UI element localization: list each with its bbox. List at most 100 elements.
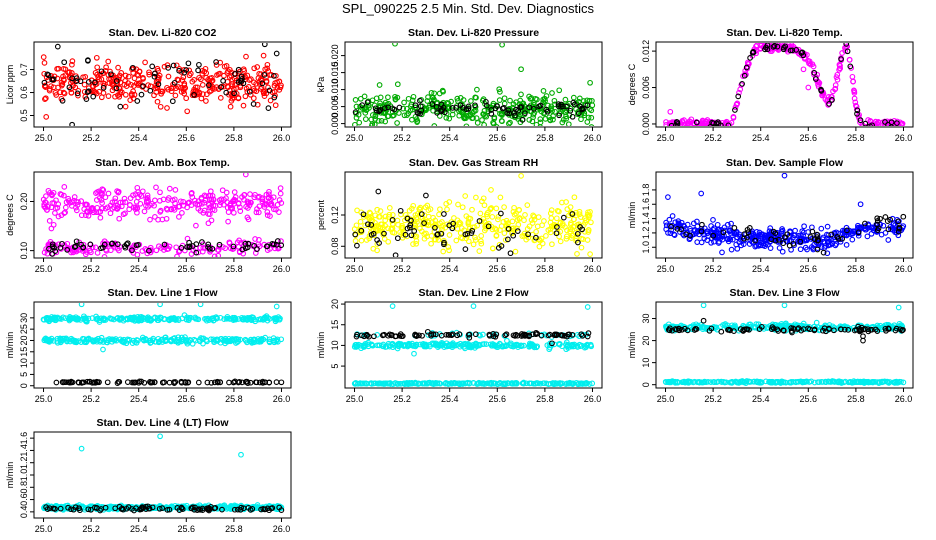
data-point: [69, 58, 76, 64]
x-tick-label: 25.8: [225, 133, 243, 143]
data-point: [185, 338, 192, 345]
data-point: [900, 213, 907, 220]
y-tick-label: 0.000: [641, 113, 651, 136]
data-point: [115, 189, 122, 196]
y-tick-label: 1.2: [19, 456, 29, 469]
data-point: [421, 231, 428, 237]
data-point: [666, 216, 673, 223]
panel-title: Stan. Dev. Li-820 Pressure: [408, 27, 539, 39]
y-tick-label: 10: [641, 358, 651, 368]
data-point: [206, 211, 213, 218]
data-point: [454, 341, 461, 348]
data-point: [123, 241, 130, 248]
data-point: [854, 378, 861, 385]
data-point: [849, 236, 856, 243]
data-point: [223, 338, 230, 344]
data-point: [806, 60, 812, 67]
data-point: [379, 380, 386, 387]
data-point: [179, 210, 185, 216]
series-1: [663, 43, 906, 132]
data-point: [874, 328, 881, 334]
data-point: [576, 95, 583, 102]
data-point: [869, 127, 874, 132]
data-point: [561, 333, 568, 339]
data-point: [585, 330, 592, 336]
data-point: [839, 50, 845, 56]
data-point: [161, 241, 168, 248]
data-point: [438, 101, 445, 108]
data-point: [446, 247, 452, 254]
data-point: [97, 338, 103, 345]
data-point: [246, 338, 253, 345]
data-point: [214, 247, 221, 253]
data-point: [744, 63, 751, 70]
x-tick-label: 25.0: [657, 394, 675, 404]
data-point: [885, 226, 892, 233]
x-tick-label: 26.0: [895, 133, 913, 143]
data-point: [512, 333, 518, 339]
data-point: [73, 207, 80, 214]
data-point: [498, 210, 504, 217]
data-point: [805, 84, 812, 91]
data-point: [543, 106, 550, 113]
data-point: [533, 234, 539, 241]
data-point: [767, 379, 773, 386]
data-point: [131, 314, 138, 321]
data-point: [826, 101, 832, 107]
data-point: [503, 331, 510, 338]
data-point: [203, 91, 210, 98]
data-point: [117, 315, 124, 322]
data-point: [357, 218, 364, 225]
data-point: [569, 211, 576, 217]
y-tick-label: 15: [330, 320, 340, 330]
x-tick-label: 25.2: [82, 133, 100, 143]
y-tick-label: 0.10: [19, 242, 29, 260]
y-tick-label: 0.08: [330, 238, 340, 256]
data-point: [272, 102, 279, 109]
data-point: [191, 77, 197, 83]
data-point: [669, 213, 676, 219]
data-point: [262, 379, 269, 386]
data-point: [382, 213, 389, 220]
data-point: [138, 91, 145, 98]
data-point: [464, 230, 471, 237]
data-point: [116, 215, 123, 222]
data-point: [196, 61, 202, 68]
data-point: [237, 204, 243, 211]
data-point: [266, 191, 272, 198]
data-point: [197, 76, 204, 83]
data-point: [728, 246, 735, 253]
data-point: [235, 95, 242, 102]
data-point: [273, 303, 280, 310]
x-tick-label: 25.0: [35, 264, 53, 274]
data-point: [798, 50, 805, 56]
data-point: [720, 229, 727, 236]
data-point: [48, 225, 55, 232]
data-point: [361, 93, 368, 100]
data-point: [276, 78, 283, 85]
data-point: [74, 90, 81, 97]
data-point: [830, 88, 836, 95]
data-point: [432, 224, 438, 231]
data-point: [230, 209, 237, 216]
x-tick-label: 25.6: [800, 133, 818, 143]
data-point: [888, 119, 895, 126]
data-point: [573, 209, 579, 216]
x-tick-label: 25.8: [847, 133, 865, 143]
data-point: [428, 331, 435, 337]
data-point: [97, 214, 104, 221]
data-point: [83, 96, 90, 102]
data-point: [389, 217, 396, 223]
data-point: [221, 72, 227, 79]
data-point: [834, 76, 841, 83]
data-point: [172, 92, 179, 99]
data-point: [769, 379, 776, 386]
data-point: [584, 304, 591, 310]
y-tick-label: 0.7: [19, 63, 29, 76]
data-point: [425, 332, 432, 338]
data-point: [271, 73, 277, 79]
data-point: [874, 218, 881, 224]
data-point: [756, 231, 763, 238]
data-point: [121, 339, 127, 346]
y-axis-label: degrees C: [627, 63, 637, 105]
